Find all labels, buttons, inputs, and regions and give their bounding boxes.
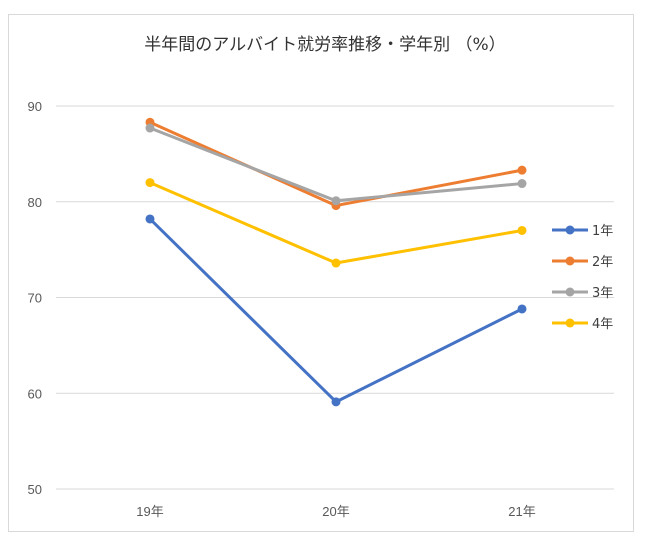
data-point bbox=[331, 196, 341, 206]
y-axis-ticks: 50 60 70 80 90 bbox=[28, 99, 42, 497]
legend-item: 3年 bbox=[552, 286, 613, 301]
data-point bbox=[517, 165, 527, 175]
legend-label: 3年 bbox=[592, 286, 613, 301]
series-lines bbox=[145, 117, 527, 407]
series-line bbox=[148, 126, 524, 203]
data-point bbox=[331, 397, 341, 407]
series-line bbox=[148, 120, 524, 208]
x-axis-ticks: 19年 20年 21年 bbox=[136, 504, 535, 519]
y-tick-label: 60 bbox=[28, 386, 42, 401]
legend: 1年 2年 3年 4年 bbox=[552, 224, 613, 332]
data-point bbox=[145, 214, 155, 224]
legend-item: 4年 bbox=[552, 317, 613, 332]
legend-swatch-marker bbox=[565, 318, 575, 328]
series-line bbox=[148, 217, 524, 404]
legend-label: 2年 bbox=[592, 255, 613, 270]
series-1 bbox=[145, 214, 527, 407]
x-tick-label: 19年 bbox=[136, 504, 163, 519]
legend-swatch-marker bbox=[565, 287, 575, 297]
x-tick-label: 20年 bbox=[322, 504, 349, 519]
data-point bbox=[517, 179, 527, 189]
data-point bbox=[517, 304, 527, 314]
data-point bbox=[517, 225, 527, 235]
data-point bbox=[145, 123, 155, 133]
gridlines bbox=[56, 105, 614, 490]
data-point bbox=[145, 178, 155, 188]
y-tick-label: 90 bbox=[28, 99, 42, 114]
legend-item: 2年 bbox=[552, 255, 613, 270]
legend-item: 1年 bbox=[552, 224, 613, 239]
chart-title: 半年間のアルバイト就労率推移・学年別 （%） bbox=[144, 35, 505, 55]
series-2 bbox=[145, 117, 527, 211]
legend-swatch-marker bbox=[565, 256, 575, 266]
series-line bbox=[148, 181, 524, 265]
data-point bbox=[331, 258, 341, 268]
y-tick-label: 80 bbox=[28, 195, 42, 210]
series-3 bbox=[145, 123, 527, 206]
y-tick-label: 70 bbox=[28, 291, 42, 306]
legend-swatch-marker bbox=[565, 225, 575, 235]
chart-frame bbox=[8, 14, 634, 532]
legend-label: 1年 bbox=[592, 224, 613, 239]
y-tick-label: 50 bbox=[28, 482, 42, 497]
x-tick-label: 21年 bbox=[508, 504, 535, 519]
legend-label: 4年 bbox=[592, 317, 613, 332]
series-4 bbox=[145, 178, 527, 268]
